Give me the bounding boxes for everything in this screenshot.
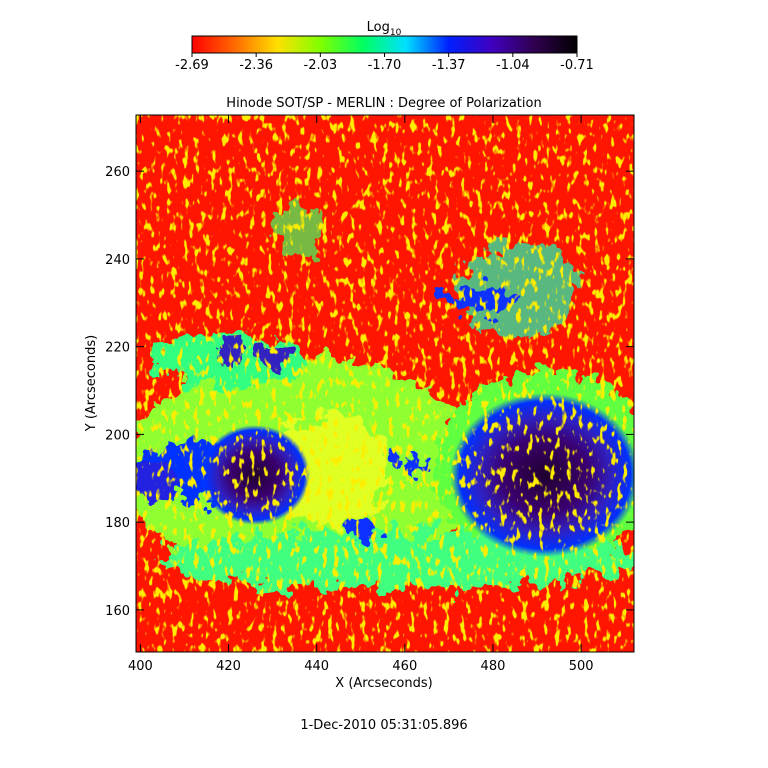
y-tick-label: 180	[105, 516, 130, 531]
x-tick-label: 460	[392, 659, 417, 674]
colorbar-tick-label: -1.70	[368, 58, 402, 73]
x-tick-label: 420	[216, 659, 241, 674]
colorbar-label: Log10	[367, 20, 402, 38]
colorbar-label-sub: 10	[390, 28, 402, 38]
chart-title: Hinode SOT/SP - MERLIN : Degree of Polar…	[226, 96, 541, 111]
footer-timestamp: 1-Dec-2010 05:31:05.896	[300, 718, 467, 733]
colorbar-tick-label: -1.04	[496, 58, 530, 73]
colorbar-tick-label: -1.37	[432, 58, 466, 73]
y-tick-label: 240	[105, 253, 130, 268]
y-axis-label: Y (Arcseconds)	[84, 335, 99, 432]
x-tick-label: 400	[128, 659, 153, 674]
colorbar-tick-label: -2.69	[175, 58, 209, 73]
colorbar	[191, 35, 578, 54]
colorbar-label-main: Log	[367, 20, 390, 35]
y-tick-label: 200	[105, 428, 130, 443]
image-field	[136, 115, 634, 652]
plot-frame	[135, 114, 635, 653]
y-tick-label: 220	[105, 341, 130, 356]
x-tick-label: 500	[569, 659, 594, 674]
colorbar-tick-label: -0.71	[560, 58, 594, 73]
x-tick-label: 440	[304, 659, 329, 674]
colorbar-tick-label: -2.03	[304, 58, 338, 73]
y-tick-label: 260	[105, 165, 130, 180]
y-tick-label: 160	[105, 604, 130, 619]
colorbar-tick-label: -2.36	[239, 58, 273, 73]
x-axis-label: X (Arcseconds)	[335, 676, 432, 691]
x-tick-label: 480	[481, 659, 506, 674]
